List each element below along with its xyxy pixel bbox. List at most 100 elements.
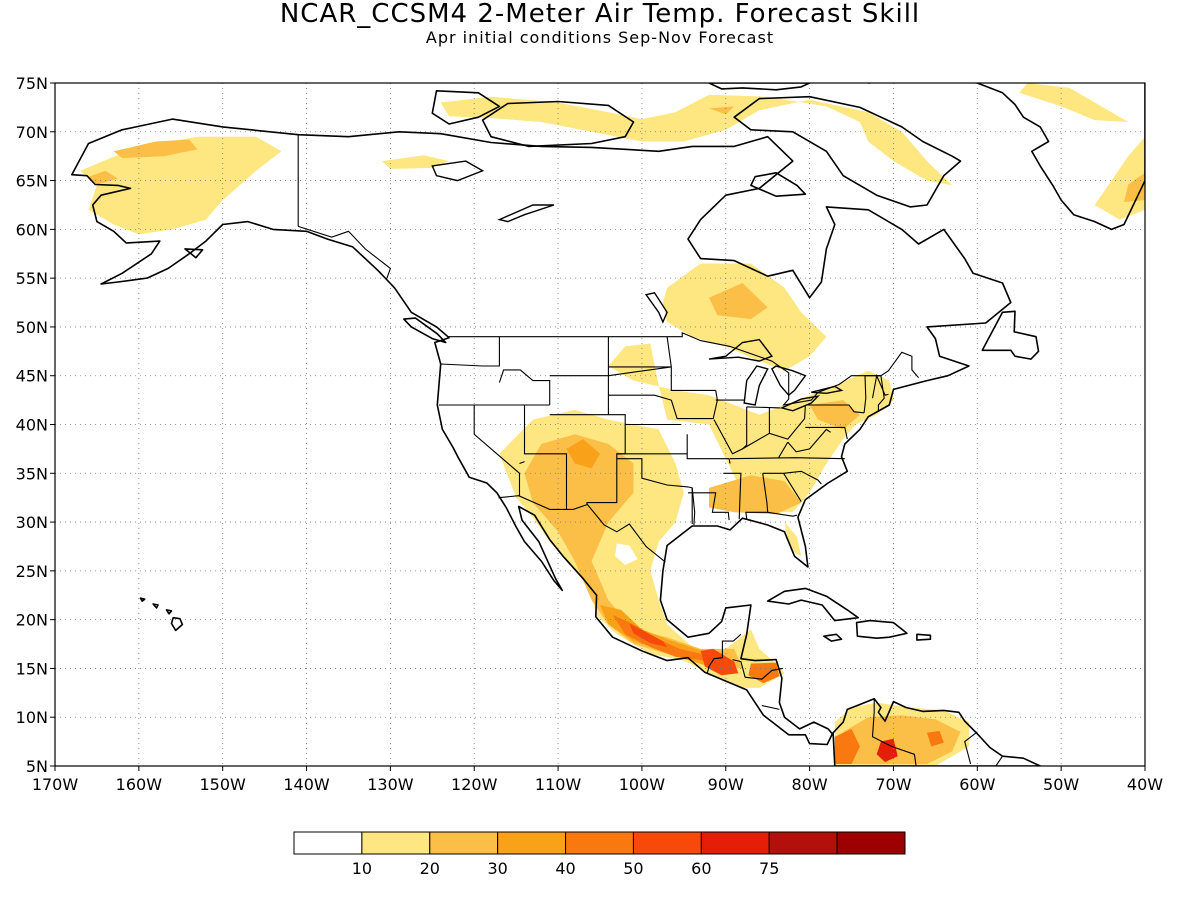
coastline-greenland [867, 83, 1145, 231]
skill-gap-texas-white [615, 543, 638, 565]
coastline-ellesmere-devon [708, 83, 811, 91]
border-central-america-borders [732, 659, 783, 680]
coastline-puerto-rico [916, 633, 932, 641]
legend-swatch [361, 831, 431, 855]
lon-tick-label: 150W [200, 775, 247, 794]
lat-tick-label: 35N [16, 464, 48, 483]
legend-label: 10 [352, 859, 372, 878]
border-colombia-venezuela [871, 698, 917, 766]
map-subtitle: Apr initial conditions Sep-Nov Forecast [425, 28, 775, 47]
lat-tick-label: 45N [16, 367, 48, 386]
legend-swatch [429, 831, 499, 855]
legend-label: 75 [759, 859, 779, 878]
border-us-state-nm-tx [586, 502, 588, 505]
legend-swatch [836, 831, 906, 855]
lon-tick-label: 60W [959, 775, 995, 794]
lake-erie [779, 395, 821, 412]
skill-region-alaska-west [88, 170, 118, 185]
coastline-jamaica [823, 633, 843, 642]
lat-tick-label: 55N [16, 269, 48, 288]
border-venezuela-guyana [964, 731, 978, 765]
lake-michigan [743, 365, 769, 406]
lat-tick-label: 65N [16, 172, 48, 191]
skill-region-colorado-mid [566, 439, 600, 469]
border-mexico-guatemala-border [706, 633, 742, 674]
skill-region-midwest-prairie [608, 343, 894, 513]
lat-tick-label: 70N [16, 123, 48, 142]
coastline-cuba [766, 587, 860, 622]
lon-tick-label: 40W [1127, 775, 1163, 794]
border-alaska-panhandle-border [298, 225, 392, 281]
border-us-state-pa-ny [805, 404, 865, 414]
border-us-state-mn-column [666, 336, 716, 391]
great-bear-lake [431, 160, 485, 182]
border-us-mexico-border [498, 495, 666, 563]
lake-superior [708, 338, 774, 362]
skill-region-northeast-core [809, 400, 860, 430]
coastline-hawaii-big [170, 616, 184, 632]
legend-label: 30 [487, 859, 507, 878]
lon-tick-label: 50W [1043, 775, 1079, 794]
border-us-state-ar-la [688, 492, 730, 521]
lon-tick-label: 110W [535, 775, 582, 794]
skill-region-baffin-bits [709, 106, 735, 115]
border-us-state-tn-ky [729, 457, 845, 460]
border-canada-us-border [447, 331, 920, 406]
border-us-state-ga-fl [767, 511, 798, 517]
lat-tick-label: 20N [16, 611, 48, 630]
coastline-hispaniola [855, 619, 908, 640]
skill-region-hudson-core [709, 283, 768, 320]
border-us-state-mi-in-oh [746, 406, 781, 409]
border-us-state-ga-sc-nc [762, 470, 822, 485]
lon-tick-label: 100W [619, 775, 666, 794]
border-us-state-sd-ne [608, 394, 672, 401]
lake-ontario [811, 385, 844, 395]
skill-region-florida [784, 522, 802, 557]
border-guyana-suriname [995, 755, 1003, 766]
coastline-baffin-island [733, 95, 962, 208]
skill-region-greenland-north [1019, 83, 1129, 122]
legend-label: 60 [691, 859, 711, 878]
skill-region-venezuela-east-high [927, 730, 944, 747]
border-us-state-ca-nv [473, 405, 521, 496]
border-us-state-wv-va [787, 428, 831, 453]
latitude-axis: 75N 70N 65N 60N 55N 50N 45N 40N 35N 30N 25N 20N 15N 1… [16, 74, 55, 776]
legend-swatch [700, 831, 770, 855]
borders-layer [297, 134, 1003, 766]
lake-huron [770, 365, 807, 397]
legend-swatch [632, 831, 702, 855]
lon-tick-label: 140W [283, 775, 330, 794]
longitude-axis: 170W 160W 150W 140W 130W 120W 110W 100W 90W 80W 70… [32, 766, 1163, 794]
legend-label: 20 [420, 859, 440, 878]
border-us-state-ms-al [723, 472, 742, 520]
border-us-state-az-ut [519, 461, 525, 465]
legend-swatch [565, 831, 634, 855]
border-us-state-wa-or [440, 336, 500, 367]
colorbar-legend: 10 20 30 40 50 60 75 [293, 831, 906, 878]
lat-tick-label: 50N [16, 318, 48, 337]
skill-region-mexico-peak [629, 623, 668, 647]
skill-region-venezuela-high [834, 728, 860, 764]
map-title: NCAR_CCSM4 2-Meter Air Temp. Forecast Sk… [279, 0, 921, 29]
lat-tick-label: 40N [16, 416, 48, 435]
skill-region-southeast-core [709, 475, 802, 515]
legend-swatch [293, 831, 363, 855]
border-us-state-nv-ut-az [523, 405, 568, 510]
coastline-hawaii-kauai [139, 597, 146, 602]
lat-tick-label: 15N [16, 659, 48, 678]
lake-winnipeg [644, 292, 668, 324]
great-slave-lake [497, 204, 555, 223]
skill-region-greenland-east-core [1124, 172, 1145, 202]
skill-region-alaska-north [113, 139, 198, 159]
skill-region-venezuela-core [843, 715, 961, 764]
coastline-south-america [832, 697, 1041, 766]
coastline-victoria-island [481, 100, 635, 148]
border-us-state-mt-nd [607, 336, 672, 377]
lat-tick-label: 25N [16, 562, 48, 581]
border-us-state-new-england [863, 375, 885, 413]
skill-region-arctic-islands [440, 94, 953, 186]
coastline-north-america [71, 118, 1012, 746]
border-us-state-pa-md [805, 426, 848, 440]
legend-label: 50 [623, 859, 643, 878]
